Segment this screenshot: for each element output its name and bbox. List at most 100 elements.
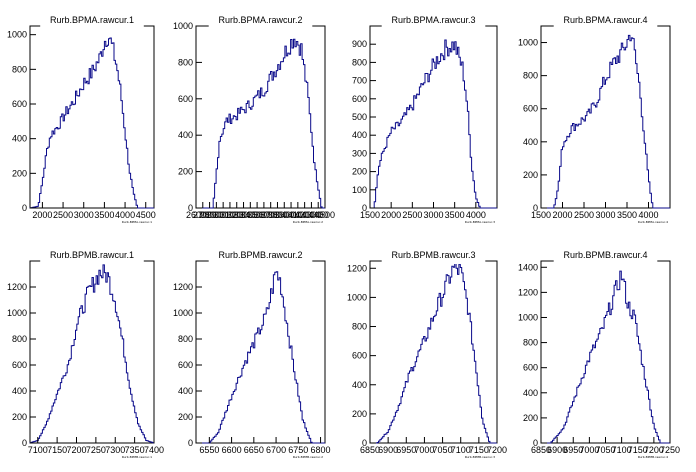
y-tick-label: 1000 — [518, 312, 538, 322]
x-tick-label: 7300 — [105, 445, 125, 455]
x-tick-label: 4500 — [136, 210, 156, 220]
x-tick-label: 6600 — [222, 445, 242, 455]
x-tick-label: 7400 — [144, 445, 164, 455]
histogram-series — [29, 37, 154, 209]
x-tick-label: 7000 — [414, 445, 434, 455]
x-tick-label: 3600 — [254, 210, 274, 220]
x-tick-label: 3700 — [261, 210, 281, 220]
y-tick-label: 1000 — [347, 292, 367, 302]
y-tick-label: 800 — [523, 71, 538, 81]
title-box — [208, 249, 313, 264]
x-tick-label: 7350 — [125, 445, 145, 455]
y-tick-label: 400 — [352, 380, 367, 390]
y-tick-label: 200 — [523, 413, 538, 423]
x-tick-label: 3000 — [423, 210, 443, 220]
y-tick-label: 400 — [12, 386, 27, 396]
y-tick-label: 0 — [533, 438, 538, 448]
histogram-series — [196, 38, 325, 209]
x-tick-label: 7050 — [595, 445, 615, 455]
x-tick-label: 6950 — [396, 445, 416, 455]
x-tick-label: 3400 — [240, 210, 260, 220]
histogram-panel-1: 2000 2500 3000 3500 4000 4500 0 200 400 600 800 100… — [7, 14, 156, 224]
x-tick-label: 4000 — [466, 210, 486, 220]
plot-frame — [195, 25, 326, 209]
x-tick-label: 2500 — [402, 210, 422, 220]
chart-title: Rurb.BPMA.rawcur.2 — [218, 15, 302, 25]
x-tick-label: 6850 — [360, 445, 380, 455]
x-tick-label: 6550 — [199, 445, 219, 455]
title-box — [553, 14, 658, 29]
y-tick-label: 600 — [352, 351, 367, 361]
x-tick-label: 4000 — [115, 210, 135, 220]
x-tick-label: 6750 — [288, 445, 308, 455]
histogram-panel-4: 1500 2000 2500 3000 3500 4000 0 200 400 600 800 100… — [518, 14, 671, 224]
y-tick-label: 0 — [362, 438, 367, 448]
histogram-panel-3: 1500 2000 2500 3000 3500 4000 0 100 200 300 400 500… — [352, 14, 498, 224]
y-tick-label: 1200 — [518, 287, 538, 297]
x-tick-label: 6700 — [266, 445, 286, 455]
x-tick-label: 6650 — [244, 445, 264, 455]
y-tick-label: 300 — [352, 148, 367, 158]
y-tick-label: 0 — [533, 203, 538, 213]
x-axis-title: Rurb.BPMB.rawcur.4 — [638, 455, 668, 459]
y-tick-label: 200 — [12, 168, 27, 178]
y-tick-label: 1200 — [173, 282, 193, 292]
x-axis-title: Rurb.BPMB.rawcur.1 — [122, 455, 152, 459]
y-tick-label: 200 — [178, 167, 193, 177]
x-tick-label: 1500 — [360, 210, 380, 220]
x-tick-label: 1500 — [531, 210, 551, 220]
histogram-series — [29, 264, 155, 444]
y-tick-label: 800 — [178, 334, 193, 344]
chart-title: Rurb.BPMA.rawcur.1 — [50, 15, 134, 25]
x-tick-label: 2000 — [381, 210, 401, 220]
x-tick-label: 6900 — [547, 445, 567, 455]
chart-title: Rurb.BPMB.rawcur.3 — [391, 250, 475, 260]
x-tick-label: 7150 — [628, 445, 648, 455]
x-tick-label: 7100 — [612, 445, 632, 455]
x-axis-title: Rurb.BPMA.rawcur.4 — [638, 220, 668, 224]
y-tick-label: 200 — [523, 170, 538, 180]
x-tick-label: 4500 — [315, 210, 335, 220]
y-tick-label: 0 — [22, 438, 27, 448]
y-tick-label: 600 — [178, 360, 193, 370]
x-tick-label: 2500 — [53, 210, 73, 220]
x-tick-label: 2700 — [193, 210, 213, 220]
chart-title: Rurb.BPMA.rawcur.3 — [391, 15, 475, 25]
x-tick-label: 3000 — [74, 210, 94, 220]
y-tick-label: 0 — [188, 203, 193, 213]
y-tick-label: 1400 — [518, 262, 538, 272]
chart-title: Rurb.BPMB.rawcur.4 — [563, 250, 647, 260]
y-tick-label: 400 — [12, 134, 27, 144]
plot-frame — [29, 25, 155, 209]
y-tick-label: 800 — [523, 338, 538, 348]
x-tick-label: 6900 — [378, 445, 398, 455]
y-tick-label: 200 — [12, 412, 27, 422]
y-tick-label: 100 — [352, 185, 367, 195]
y-tick-label: 1000 — [7, 30, 27, 40]
y-tick-label: 400 — [352, 130, 367, 140]
x-axis-title: Rurb.BPMA.rawcur.2 — [293, 220, 323, 224]
y-tick-label: 1000 — [518, 38, 538, 48]
y-tick-label: 800 — [12, 64, 27, 74]
x-tick-label: 7000 — [579, 445, 599, 455]
x-tick-label: 4200 — [295, 210, 315, 220]
title-box — [40, 249, 144, 264]
x-axis-title: Rurb.BPMA.rawcur.3 — [465, 220, 495, 224]
title-box — [381, 14, 486, 29]
histogram-panel-6: 6550 6600 6650 6700 6750 6800 0 200 400 600 800 100… — [173, 249, 331, 459]
x-tick-label: 2600 — [186, 210, 206, 220]
y-tick-label: 1000 — [7, 308, 27, 318]
y-tick-label: 400 — [178, 386, 193, 396]
title-box — [40, 14, 144, 29]
chart-title: Rurb.BPMA.rawcur.4 — [563, 15, 647, 25]
title-box — [381, 249, 486, 264]
plot-frame — [540, 260, 671, 444]
y-tick-label: 600 — [12, 99, 27, 109]
y-tick-label: 800 — [178, 57, 193, 67]
y-tick-label: 800 — [12, 334, 27, 344]
y-tick-label: 0 — [362, 203, 367, 213]
y-tick-label: 800 — [352, 322, 367, 332]
histogram-panel-2: 2600270028002900300031003200330034003500… — [173, 14, 335, 224]
y-tick-label: 600 — [523, 363, 538, 373]
